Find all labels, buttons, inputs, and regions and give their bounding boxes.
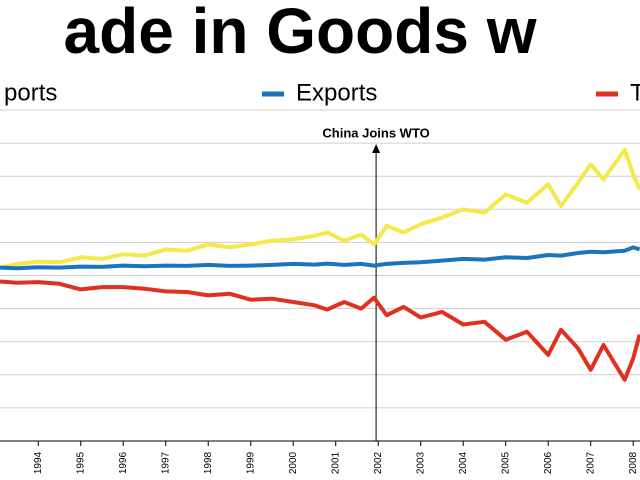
series-line bbox=[0, 279, 640, 382]
legend-label: Exports bbox=[296, 79, 377, 106]
x-tick-label: 2008 bbox=[628, 451, 639, 474]
x-tick-label: 2004 bbox=[458, 451, 469, 474]
x-tick-label: 2002 bbox=[373, 451, 384, 474]
x-tick-label: 2000 bbox=[288, 451, 299, 474]
x-tick-label: 1995 bbox=[75, 451, 86, 474]
series-line bbox=[0, 147, 640, 270]
x-tick-label: 2006 bbox=[543, 451, 554, 474]
x-tick-label: 1994 bbox=[33, 451, 44, 474]
x-tick-label: 1999 bbox=[245, 451, 256, 474]
x-tick-label: 2007 bbox=[585, 451, 596, 474]
annotation-arrow bbox=[372, 144, 381, 153]
x-tick-label: 2003 bbox=[415, 451, 426, 474]
x-tick-label: 1996 bbox=[118, 451, 129, 474]
series-line bbox=[0, 245, 640, 271]
x-tick-label: 1997 bbox=[160, 451, 171, 474]
chart-title: ade in Goods w bbox=[64, 0, 537, 67]
legend-label: T bbox=[630, 79, 640, 106]
x-tick-label: 2001 bbox=[330, 451, 341, 474]
x-tick-label: 1998 bbox=[203, 451, 214, 474]
x-tick-label: 2005 bbox=[500, 451, 511, 474]
annotation-text: China Joins WTO bbox=[322, 125, 429, 140]
legend-label: ports bbox=[4, 79, 57, 106]
